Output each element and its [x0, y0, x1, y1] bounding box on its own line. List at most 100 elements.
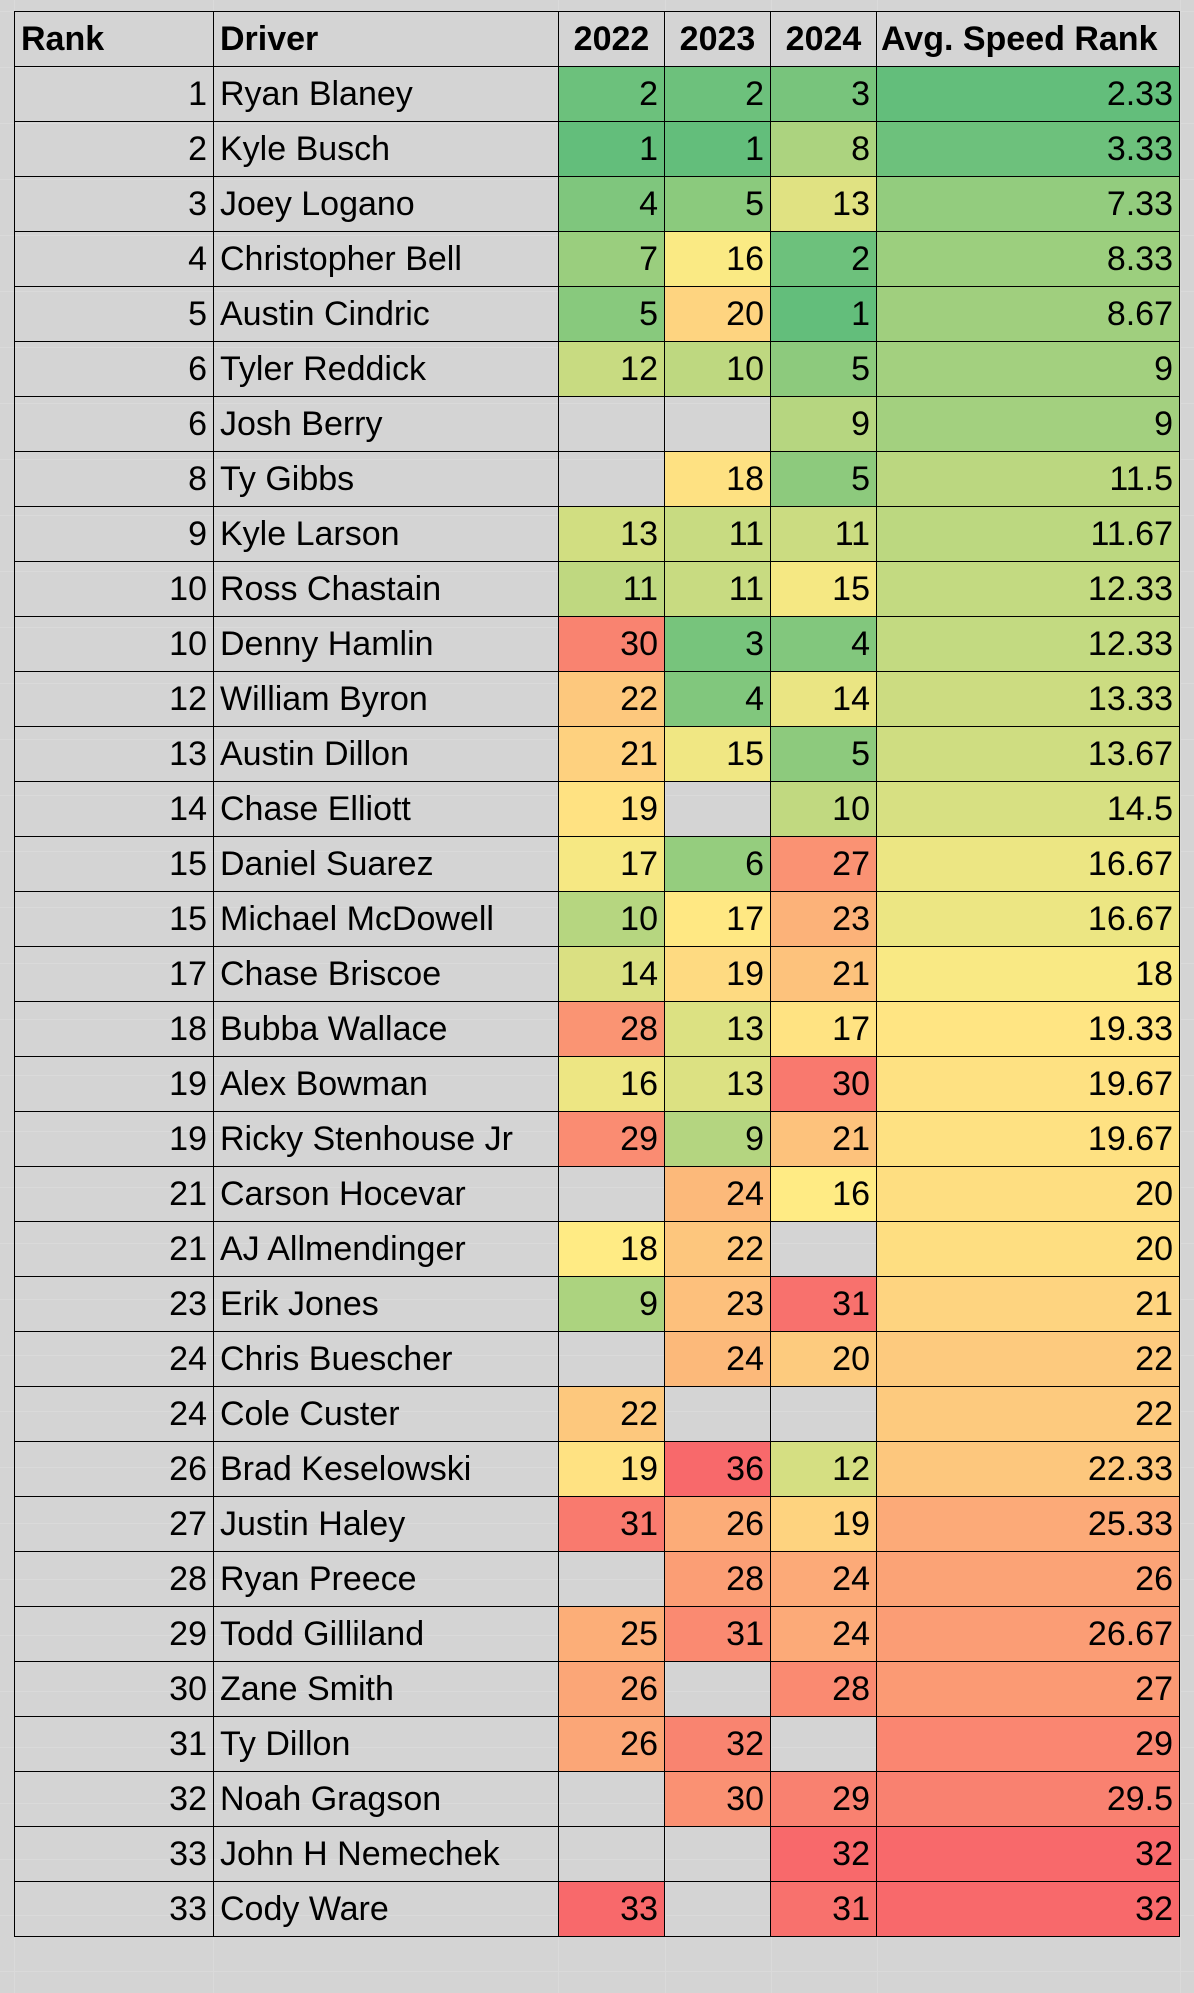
year-2024-cell[interactable]: 11: [770, 506, 877, 562]
rank-cell[interactable]: 15: [14, 836, 214, 892]
year-2024-cell[interactable]: 24: [770, 1606, 877, 1662]
avg-speed-rank-cell[interactable]: 16.67: [876, 891, 1180, 947]
driver-cell[interactable]: Justin Haley: [213, 1496, 559, 1552]
driver-cell[interactable]: Cody Ware: [213, 1881, 559, 1937]
rank-cell[interactable]: 6: [14, 396, 214, 452]
driver-cell[interactable]: Tyler Reddick: [213, 341, 559, 397]
year-2022-cell[interactable]: [558, 1551, 665, 1607]
driver-cell[interactable]: Erik Jones: [213, 1276, 559, 1332]
year-2024-cell[interactable]: 21: [770, 946, 877, 1002]
rank-cell[interactable]: 24: [14, 1331, 214, 1387]
year-2022-cell[interactable]: 18: [558, 1221, 665, 1277]
rank-cell[interactable]: 1: [14, 66, 214, 122]
year-2022-cell[interactable]: [558, 396, 665, 452]
year-2023-cell[interactable]: [664, 1386, 771, 1442]
driver-cell[interactable]: Ricky Stenhouse Jr: [213, 1111, 559, 1167]
avg-speed-rank-cell[interactable]: 8.67: [876, 286, 1180, 342]
rank-cell[interactable]: 17: [14, 946, 214, 1002]
year-2023-cell[interactable]: 22: [664, 1221, 771, 1277]
year-2022-cell[interactable]: 1: [558, 121, 665, 177]
rank-cell[interactable]: 8: [14, 451, 214, 507]
year-2022-cell[interactable]: 11: [558, 561, 665, 617]
year-2024-cell[interactable]: 17: [770, 1001, 877, 1057]
year-2022-cell[interactable]: 16: [558, 1056, 665, 1112]
driver-cell[interactable]: AJ Allmendinger: [213, 1221, 559, 1277]
rank-cell[interactable]: 27: [14, 1496, 214, 1552]
avg-speed-rank-cell[interactable]: 12.33: [876, 616, 1180, 672]
year-2023-cell[interactable]: 23: [664, 1276, 771, 1332]
driver-cell[interactable]: Bubba Wallace: [213, 1001, 559, 1057]
avg-speed-rank-cell[interactable]: 26: [876, 1551, 1180, 1607]
year-2024-cell[interactable]: 32: [770, 1826, 877, 1882]
rank-cell[interactable]: 10: [14, 616, 214, 672]
year-2023-cell[interactable]: 31: [664, 1606, 771, 1662]
driver-cell[interactable]: Chase Briscoe: [213, 946, 559, 1002]
avg-speed-rank-cell[interactable]: 22.33: [876, 1441, 1180, 1497]
year-2024-cell[interactable]: 5: [770, 341, 877, 397]
avg-speed-rank-cell[interactable]: 20: [876, 1166, 1180, 1222]
year-2022-cell[interactable]: 26: [558, 1661, 665, 1717]
avg-speed-rank-cell[interactable]: 25.33: [876, 1496, 1180, 1552]
avg-speed-rank-cell[interactable]: 9: [876, 341, 1180, 397]
avg-speed-rank-cell[interactable]: 11.67: [876, 506, 1180, 562]
year-2022-cell[interactable]: 21: [558, 726, 665, 782]
avg-speed-rank-cell[interactable]: 19.33: [876, 1001, 1180, 1057]
header-avg-speed-rank[interactable]: Avg. Speed Rank: [876, 11, 1180, 67]
year-2023-cell[interactable]: 36: [664, 1441, 771, 1497]
rank-cell[interactable]: 9: [14, 506, 214, 562]
year-2023-cell[interactable]: 18: [664, 451, 771, 507]
year-2023-cell[interactable]: 13: [664, 1056, 771, 1112]
rank-cell[interactable]: 30: [14, 1661, 214, 1717]
rank-cell[interactable]: 21: [14, 1166, 214, 1222]
driver-cell[interactable]: Ryan Blaney: [213, 66, 559, 122]
year-2022-cell[interactable]: 4: [558, 176, 665, 232]
year-2024-cell[interactable]: 5: [770, 726, 877, 782]
header-2024[interactable]: 2024: [770, 11, 877, 67]
year-2022-cell[interactable]: 9: [558, 1276, 665, 1332]
driver-cell[interactable]: Brad Keselowski: [213, 1441, 559, 1497]
avg-speed-rank-cell[interactable]: 19.67: [876, 1056, 1180, 1112]
year-2022-cell[interactable]: 28: [558, 1001, 665, 1057]
rank-cell[interactable]: 26: [14, 1441, 214, 1497]
year-2024-cell[interactable]: 29: [770, 1771, 877, 1827]
year-2022-cell[interactable]: 30: [558, 616, 665, 672]
avg-speed-rank-cell[interactable]: 27: [876, 1661, 1180, 1717]
driver-cell[interactable]: Joey Logano: [213, 176, 559, 232]
year-2024-cell[interactable]: 1: [770, 286, 877, 342]
driver-cell[interactable]: Kyle Larson: [213, 506, 559, 562]
year-2023-cell[interactable]: [664, 781, 771, 837]
year-2022-cell[interactable]: 14: [558, 946, 665, 1002]
year-2024-cell[interactable]: 31: [770, 1276, 877, 1332]
avg-speed-rank-cell[interactable]: 32: [876, 1826, 1180, 1882]
driver-cell[interactable]: Michael McDowell: [213, 891, 559, 947]
year-2023-cell[interactable]: 19: [664, 946, 771, 1002]
driver-cell[interactable]: Ty Gibbs: [213, 451, 559, 507]
driver-cell[interactable]: Todd Gilliland: [213, 1606, 559, 1662]
year-2024-cell[interactable]: 30: [770, 1056, 877, 1112]
year-2023-cell[interactable]: 26: [664, 1496, 771, 1552]
year-2023-cell[interactable]: 10: [664, 341, 771, 397]
year-2023-cell[interactable]: 32: [664, 1716, 771, 1772]
year-2023-cell[interactable]: 11: [664, 561, 771, 617]
header-rank[interactable]: Rank: [14, 11, 214, 67]
avg-speed-rank-cell[interactable]: 20: [876, 1221, 1180, 1277]
avg-speed-rank-cell[interactable]: 22: [876, 1331, 1180, 1387]
year-2022-cell[interactable]: 5: [558, 286, 665, 342]
driver-cell[interactable]: Cole Custer: [213, 1386, 559, 1442]
year-2022-cell[interactable]: 10: [558, 891, 665, 947]
rank-cell[interactable]: 28: [14, 1551, 214, 1607]
year-2023-cell[interactable]: 9: [664, 1111, 771, 1167]
avg-speed-rank-cell[interactable]: 3.33: [876, 121, 1180, 177]
driver-cell[interactable]: Chris Buescher: [213, 1331, 559, 1387]
year-2023-cell[interactable]: 2: [664, 66, 771, 122]
avg-speed-rank-cell[interactable]: 11.5: [876, 451, 1180, 507]
avg-speed-rank-cell[interactable]: 29: [876, 1716, 1180, 1772]
year-2023-cell[interactable]: 24: [664, 1331, 771, 1387]
year-2022-cell[interactable]: 7: [558, 231, 665, 287]
year-2024-cell[interactable]: 12: [770, 1441, 877, 1497]
year-2022-cell[interactable]: 26: [558, 1716, 665, 1772]
avg-speed-rank-cell[interactable]: 18: [876, 946, 1180, 1002]
year-2022-cell[interactable]: 31: [558, 1496, 665, 1552]
rank-cell[interactable]: 19: [14, 1111, 214, 1167]
driver-cell[interactable]: Zane Smith: [213, 1661, 559, 1717]
